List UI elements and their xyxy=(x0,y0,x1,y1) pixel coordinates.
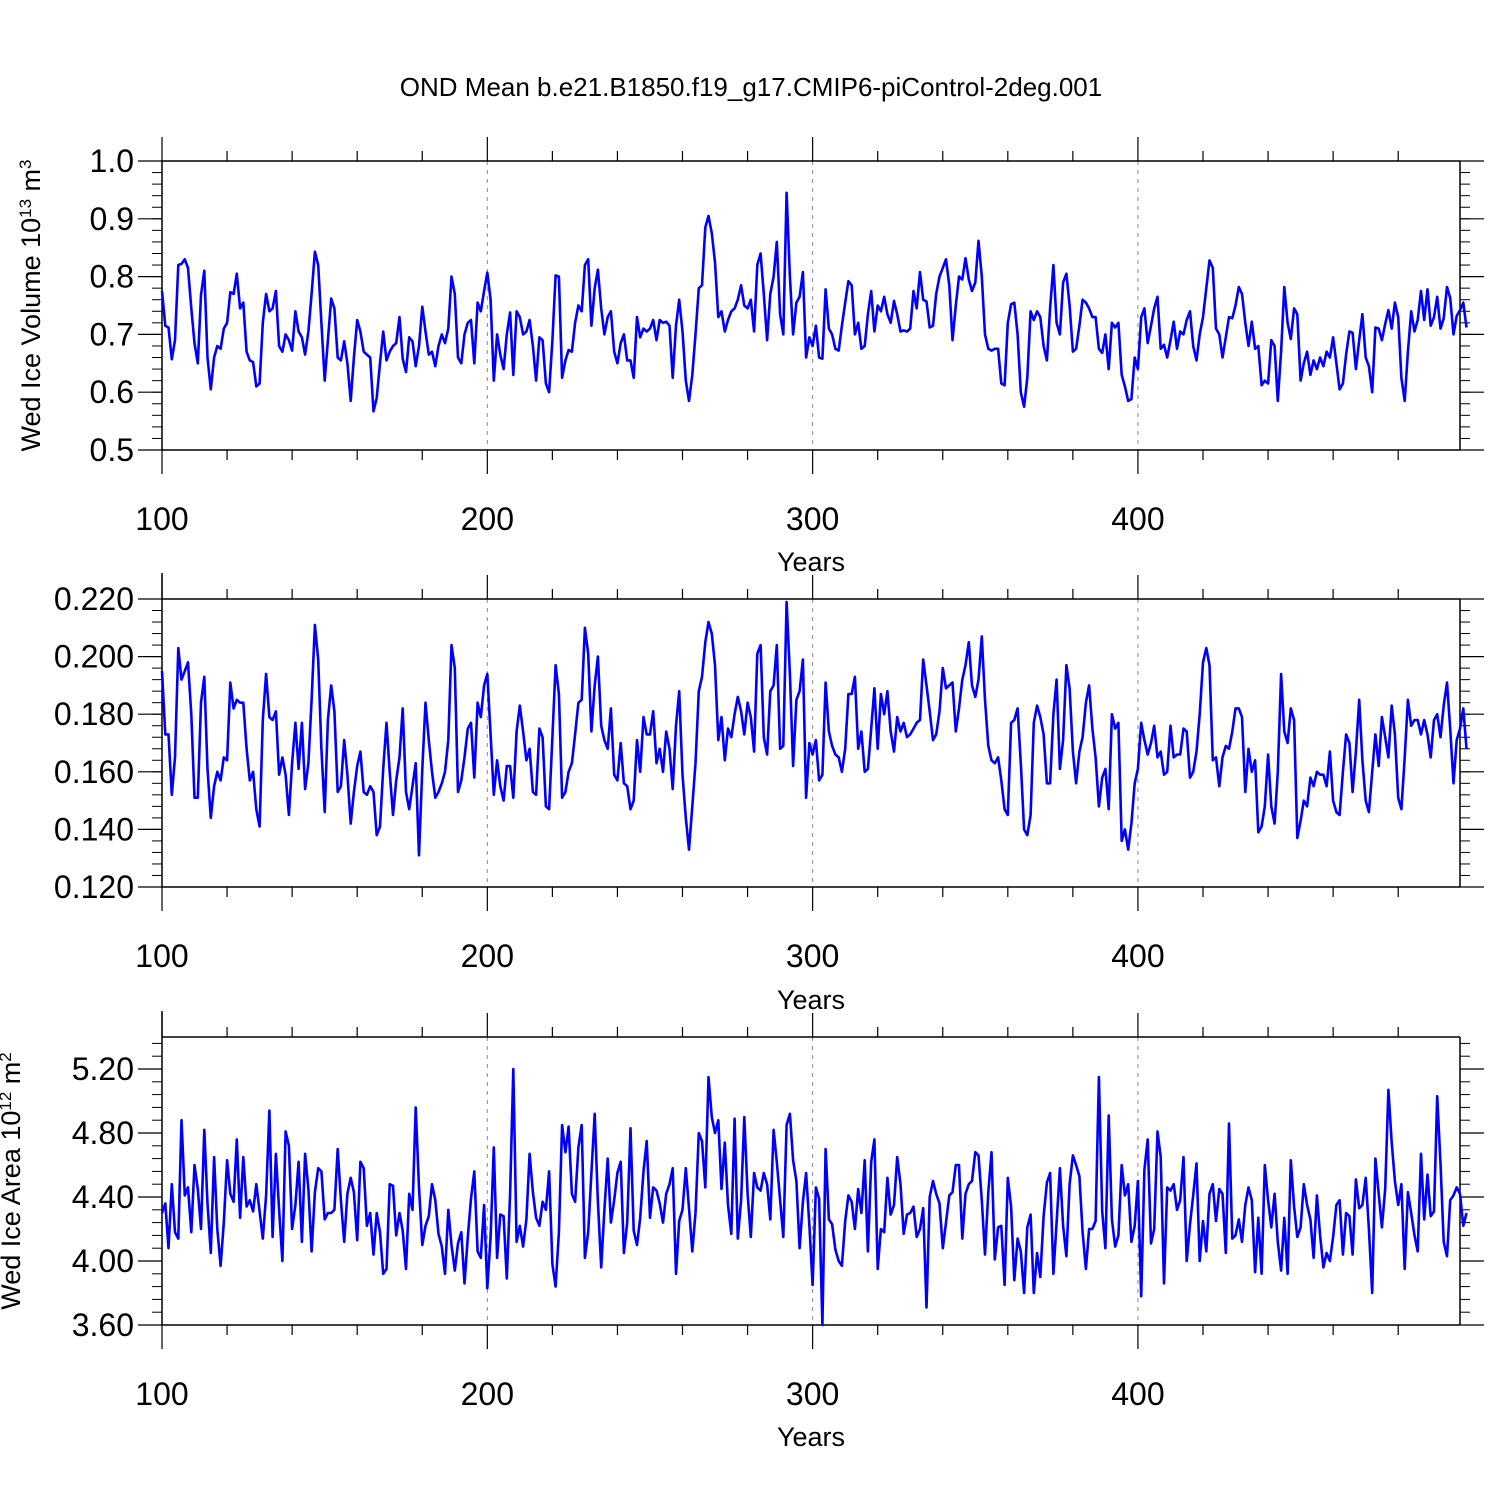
x-tick-label: 400 xyxy=(1111,938,1164,974)
y-tick-label: 0.9 xyxy=(90,201,134,237)
x-axis-title: Years xyxy=(777,547,845,577)
y-tick-label: 0.200 xyxy=(54,639,134,675)
y-axis-title-exponent: 13 xyxy=(16,199,35,218)
chart-title: OND Mean b.e21.B1850.f19_g17.CMIP6-piCon… xyxy=(400,72,1102,102)
y-axis-title-unit-exponent: 2 xyxy=(0,1052,15,1061)
y-axis-title: Wed Ice Area 1012 m2 xyxy=(0,1052,26,1310)
y-axis-title-unit: m xyxy=(0,1062,26,1092)
y-tick-label: 0.7 xyxy=(90,316,134,352)
series-line xyxy=(160,1067,1468,1327)
y-tick-label: 0.120 xyxy=(54,869,134,905)
x-tick-label: 300 xyxy=(786,1376,839,1412)
x-axis-title: Years xyxy=(777,1422,845,1452)
panel-ice-area: 100 200 300 400 3.60 4.00 4.40 4.80 5.20 Years Wed… xyxy=(0,1011,1484,1452)
y-tick-label: 0.5 xyxy=(90,432,134,468)
y-tick-label: 4.80 xyxy=(72,1115,134,1151)
x-tick-label: 100 xyxy=(135,938,188,974)
x-tick-label: 400 xyxy=(1111,501,1164,537)
y-axis-title: Wed Ice Volume 1013 m3 xyxy=(16,159,47,451)
x-tick-label: 200 xyxy=(461,938,514,974)
series-line xyxy=(160,191,1468,413)
x-tick-label: 200 xyxy=(461,501,514,537)
y-axis-title-unit: m xyxy=(16,169,46,199)
y-axis-title-exponent: 12 xyxy=(0,1092,15,1111)
panel-ice-volume: 100 200 300 400 0.5 0.6 0.7 0.8 0.9 1.0 Years Wed I… xyxy=(16,137,1484,577)
x-tick-label: 300 xyxy=(786,501,839,537)
y-tick-label: 1.0 xyxy=(90,143,134,179)
y-tick-label: 5.20 xyxy=(72,1051,134,1087)
y-tick-label: 0.180 xyxy=(54,696,134,732)
x-tick-label: 200 xyxy=(461,1376,514,1412)
x-tick-label: 100 xyxy=(135,1376,188,1412)
y-tick-label: 0.6 xyxy=(90,374,134,410)
y-tick-label: 0.160 xyxy=(54,754,134,790)
y-tick-label: 0.140 xyxy=(54,811,134,847)
x-axis-title: Years xyxy=(777,985,845,1015)
y-tick-label: 0.8 xyxy=(90,259,134,295)
y-tick-label: 4.40 xyxy=(72,1179,134,1215)
panel-snow-volume: 100 200 300 400 0.120 0.140 0.160 0.180 0.200 0.2… xyxy=(54,573,1484,1015)
series-line xyxy=(160,600,1468,857)
x-tick-label: 300 xyxy=(786,938,839,974)
y-axis-title-unit-exponent: 3 xyxy=(16,159,35,168)
x-tick-label: 100 xyxy=(135,501,188,537)
x-tick-label: 400 xyxy=(1111,1376,1164,1412)
y-tick-label: 4.00 xyxy=(72,1243,134,1279)
y-tick-label: 0.220 xyxy=(54,581,134,617)
y-tick-label: 3.60 xyxy=(72,1307,134,1343)
